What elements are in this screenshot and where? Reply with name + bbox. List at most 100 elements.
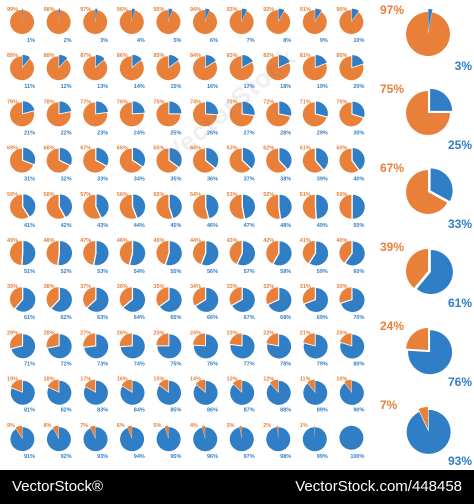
small-pie-56-portion-label: 56% xyxy=(207,269,218,275)
small-pie-35-remaining-slice xyxy=(156,148,179,173)
small-pie-48-remaining-label: 52% xyxy=(263,192,274,198)
small-pie-32-remaining-slice xyxy=(46,148,70,173)
small-pie-15-portion-label: 15% xyxy=(170,84,181,90)
small-pie-34-remaining-label: 66% xyxy=(117,146,128,152)
small-pie-95-portion-slice xyxy=(156,427,181,452)
small-pie-72-portion-label: 72% xyxy=(61,361,72,367)
small-pie-59-portion-slice xyxy=(309,241,329,266)
small-pie-90-portion-label: 90% xyxy=(353,408,364,414)
small-pie-21-remaining-slice xyxy=(9,102,34,127)
small-pie-79-remaining-slice xyxy=(303,333,315,346)
small-pie-70-remaining-slice xyxy=(339,287,352,303)
small-pie-10-remaining-label: 90% xyxy=(336,7,347,13)
small-pie-99-portion-label: 99% xyxy=(317,454,328,460)
small-pie-50-remaining-slice xyxy=(339,194,352,219)
small-pie-55-remaining-label: 45% xyxy=(153,238,164,244)
small-pie-80-portion-label: 80% xyxy=(353,361,364,367)
small-pie-8-remaining-label: 92% xyxy=(263,7,274,13)
small-pie-33-remaining-label: 67% xyxy=(80,146,91,152)
small-pie-77-portion-label: 77% xyxy=(244,361,255,367)
small-pie-17-portion-label: 17% xyxy=(244,84,255,90)
small-pie-2-remaining-label: 98% xyxy=(44,7,55,13)
small-pie-11-remaining-slice xyxy=(10,56,35,81)
small-pie-13-portion-slice xyxy=(95,54,105,67)
small-pie-9-remaining-label: 91% xyxy=(300,7,311,13)
small-pie-43-portion-slice xyxy=(96,194,109,218)
small-pie-49-portion-label: 49% xyxy=(317,223,328,229)
small-pie-54-remaining-slice xyxy=(119,241,132,265)
small-pie-10-remaining-slice xyxy=(339,10,364,34)
small-pie-84-portion-slice xyxy=(120,380,145,405)
small-pie-56-remaining-label: 44% xyxy=(190,238,201,244)
small-pie-18-portion-label: 18% xyxy=(280,84,291,90)
small-pie-77-remaining-slice xyxy=(229,333,242,346)
large-pie-33-remaining-slice xyxy=(406,170,448,214)
small-pie-72-portion-slice xyxy=(47,334,72,359)
large-pie-93-remaining-label: 7% xyxy=(380,398,398,412)
small-pie-98-remaining-slice xyxy=(276,425,279,438)
small-pie-1-remaining-slice xyxy=(10,10,35,34)
small-pie-53-portion-slice xyxy=(94,241,109,266)
small-pie-98-remaining-label: 2% xyxy=(263,423,271,429)
small-pie-98-portion-label: 98% xyxy=(280,454,291,460)
small-pie-32-portion-slice xyxy=(59,147,72,165)
small-pie-15-portion-slice xyxy=(169,54,179,67)
small-pie-55-portion-slice xyxy=(166,241,182,266)
small-pie-61-portion-slice xyxy=(15,287,36,312)
small-pie-24-portion-label: 24% xyxy=(134,130,145,136)
small-pie-26-portion-slice xyxy=(206,101,219,115)
small-pie-21-remaining-label: 79% xyxy=(7,99,18,105)
small-pie-87-remaining-label: 13% xyxy=(227,377,238,383)
small-pie-13-remaining-label: 87% xyxy=(80,53,91,59)
small-pie-36-remaining-label: 64% xyxy=(190,146,201,152)
small-pie-98-portion-slice xyxy=(266,427,291,452)
small-pie-26-remaining-label: 74% xyxy=(190,99,201,105)
large-pie-76-remaining-slice xyxy=(406,328,428,350)
small-pie-72-remaining-slice xyxy=(46,333,59,348)
small-pie-96-remaining-label: 4% xyxy=(190,423,198,429)
small-pie-47-portion-slice xyxy=(242,194,256,219)
small-pie-7-remaining-slice xyxy=(229,10,254,34)
small-pie-68-remaining-label: 32% xyxy=(263,284,274,290)
small-pie-13-remaining-slice xyxy=(83,56,108,81)
small-pie-74-remaining-label: 26% xyxy=(117,330,128,336)
small-pie-60-remaining-slice xyxy=(339,241,352,263)
small-pie-14-remaining-slice xyxy=(119,56,144,81)
small-pie-87-remaining-slice xyxy=(232,379,242,392)
small-pie-1-remaining-label: 99% xyxy=(7,7,18,13)
small-pie-57-portion-slice xyxy=(237,241,255,266)
small-pie-78-portion-slice xyxy=(267,334,292,359)
small-pie-37-portion-slice xyxy=(242,148,255,169)
small-pie-77-portion-slice xyxy=(230,334,255,359)
small-pie-51-remaining-slice xyxy=(9,240,22,265)
large-pie-93-portion-slice xyxy=(406,409,451,454)
small-pie-90-portion-slice xyxy=(339,380,364,405)
small-pie-58-remaining-label: 42% xyxy=(263,238,274,244)
small-pie-87-portion-slice xyxy=(230,380,255,405)
small-pie-61-portion-label: 61% xyxy=(24,315,35,321)
small-pie-45-portion-label: 45% xyxy=(170,223,181,229)
small-pie-76-portion-label: 76% xyxy=(207,361,218,367)
small-pie-22-portion-label: 22% xyxy=(61,130,72,136)
small-pie-97-portion-slice xyxy=(229,427,254,452)
small-pie-52-remaining-label: 48% xyxy=(44,238,55,244)
small-pie-83-remaining-slice xyxy=(84,379,96,392)
small-pie-28-portion-slice xyxy=(279,101,292,116)
small-pie-30-remaining-slice xyxy=(339,102,363,127)
small-pie-6-portion-slice xyxy=(205,8,210,21)
small-pie-69-remaining-label: 31% xyxy=(300,284,311,290)
small-pie-50-portion-label: 50% xyxy=(353,223,364,229)
small-pie-68-remaining-slice xyxy=(266,287,279,305)
small-pie-22-remaining-label: 78% xyxy=(44,99,55,105)
small-pie-96-portion-label: 96% xyxy=(207,454,218,460)
small-pie-81-remaining-label: 19% xyxy=(7,377,18,383)
small-pie-63-remaining-label: 37% xyxy=(80,284,91,290)
small-pie-88-portion-slice xyxy=(266,380,291,405)
small-pie-88-remaining-label: 12% xyxy=(263,377,274,383)
small-pie-83-portion-slice xyxy=(83,380,108,405)
small-pie-62-portion-slice xyxy=(51,287,72,312)
small-pie-24-remaining-slice xyxy=(119,102,144,127)
small-pie-51-portion-slice xyxy=(22,241,36,266)
small-pie-53-remaining-slice xyxy=(83,241,96,265)
small-pie-30-remaining-label: 70% xyxy=(336,99,347,105)
